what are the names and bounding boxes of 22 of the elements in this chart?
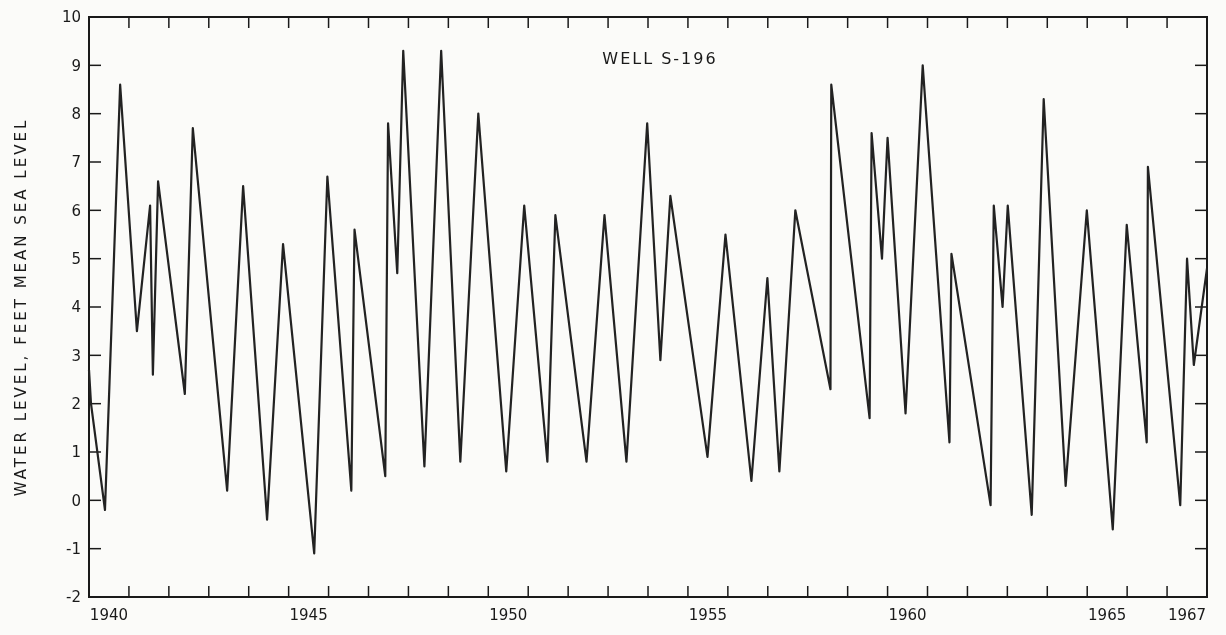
y-tick-label: 3 (71, 346, 81, 365)
y-tick-label: -1 (66, 539, 81, 558)
x-tick-label: 1965 (1088, 606, 1127, 624)
x-tick-label: 1967 (1167, 606, 1207, 624)
y-tick-label: 2 (71, 394, 81, 413)
y-tick-label: 6 (71, 201, 81, 220)
y-tick-label: 10 (61, 8, 81, 27)
y-tick-label: -2 (66, 588, 81, 607)
x-tick-label: 1950 (489, 606, 528, 624)
x-tick-label: 1955 (688, 606, 727, 624)
x-tick-label: 1940 (89, 606, 129, 624)
y-axis-title: WATER LEVEL, FEET MEAN SEA LEVEL (12, 117, 30, 497)
y-tick-label: 4 (71, 298, 81, 317)
y-tick-label: 0 (71, 491, 81, 510)
y-tick-label: 1 (71, 443, 81, 462)
y-tick-label: 7 (71, 153, 81, 172)
x-tick-label: 1960 (888, 606, 927, 624)
y-tick-label: 5 (71, 249, 81, 268)
y-tick-label: 8 (71, 104, 81, 123)
x-tick-label: 1945 (289, 606, 328, 624)
text: WELL S-196 (602, 49, 718, 68)
y-tick-label: 9 (71, 56, 81, 75)
